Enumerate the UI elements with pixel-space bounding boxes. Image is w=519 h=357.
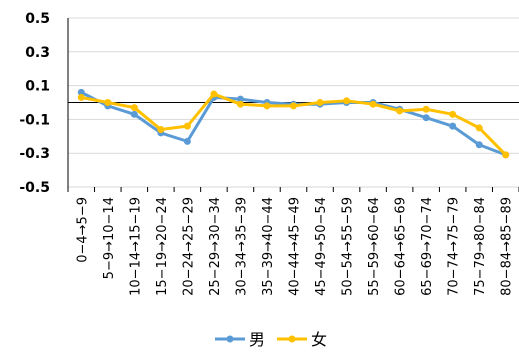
- y-tick-label: -0.1: [19, 112, 50, 128]
- x-tick-label: 55−59→60−64: [367, 197, 382, 296]
- x-tick-label: 60−64→65−69: [394, 197, 409, 296]
- data-point: [183, 137, 191, 145]
- data-point: [396, 107, 404, 115]
- x-tick-label: 20−24→25−29: [181, 197, 196, 296]
- data-point: [183, 122, 191, 130]
- data-point: [130, 110, 138, 118]
- x-tick-label: 75−79→80−84: [473, 197, 488, 296]
- data-point: [369, 100, 377, 108]
- data-point: [210, 90, 218, 98]
- legend-swatch-marker: [226, 335, 234, 343]
- data-point: [502, 151, 510, 159]
- x-tick-label: 35−39→40−44: [261, 197, 276, 296]
- data-point: [77, 88, 85, 96]
- data-point: [449, 122, 457, 130]
- data-point: [157, 126, 165, 134]
- data-point: [475, 141, 483, 149]
- x-tick-label: 45−49→50−54: [314, 197, 329, 296]
- y-tick-label: -0.3: [19, 146, 50, 162]
- data-point: [130, 104, 138, 112]
- x-tick-label: 65−69→70−74: [420, 197, 435, 296]
- legend-label: 男: [249, 330, 265, 349]
- x-tick-label: 0−4→5−9: [75, 197, 90, 263]
- data-point: [104, 99, 112, 106]
- y-tick-label: 0.5: [25, 11, 50, 27]
- y-tick-label: -0.5: [19, 180, 50, 196]
- x-tick-label: 80−84→85−89: [500, 197, 515, 296]
- x-tick-label: 15−19→20−24: [155, 197, 170, 296]
- x-tick-label: 50−54→55−59: [341, 197, 356, 296]
- data-point: [263, 102, 271, 110]
- legend-label: 女: [311, 330, 327, 349]
- x-tick-label: 30−34→35−39: [234, 197, 249, 296]
- data-point: [236, 100, 244, 108]
- data-point: [236, 95, 244, 103]
- x-tick-label: 25−29→30−34: [208, 197, 223, 296]
- data-point: [422, 105, 430, 113]
- data-point: [77, 93, 85, 101]
- x-tick-label: 5−9→10−14: [102, 197, 117, 279]
- data-point: [449, 110, 457, 118]
- data-point: [343, 97, 351, 105]
- legend-swatch-marker: [288, 335, 296, 343]
- x-tick-label: 70−74→75−79: [447, 197, 462, 296]
- data-point: [290, 102, 297, 110]
- y-tick-label: 0.1: [25, 79, 50, 95]
- y-tick-label: 0.3: [25, 45, 50, 61]
- data-point: [475, 124, 483, 132]
- x-tick-label: 40−44→45−49: [288, 197, 303, 296]
- data-point: [422, 114, 430, 122]
- data-point: [316, 99, 324, 106]
- x-tick-label: 10−14→15−19: [128, 197, 143, 296]
